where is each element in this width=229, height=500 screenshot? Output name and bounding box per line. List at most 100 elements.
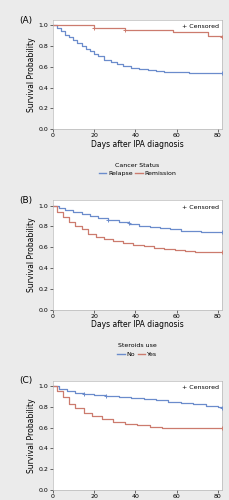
No	[80, 211, 83, 217]
Remission	[93, 26, 95, 32]
No	[217, 404, 219, 409]
No	[130, 396, 133, 402]
X-axis label: Days after IPA diagnosis: Days after IPA diagnosis	[91, 320, 184, 329]
Relapse	[109, 58, 112, 64]
Point	[123, 26, 127, 34]
No	[66, 386, 68, 392]
No	[128, 222, 131, 228]
No	[192, 400, 195, 406]
Yes	[55, 209, 58, 215]
Point	[105, 392, 108, 400]
Yes	[221, 424, 224, 430]
Text: (C): (C)	[19, 376, 32, 386]
Relapse	[93, 52, 95, 58]
Yes	[221, 424, 224, 430]
Yes	[74, 405, 77, 411]
Legend: No, Yes: No, Yes	[117, 344, 157, 357]
Relapse	[103, 56, 106, 62]
Relapse	[84, 46, 87, 52]
Relapse	[97, 54, 100, 60]
No	[82, 390, 85, 396]
Relapse	[88, 46, 91, 52]
No	[72, 209, 75, 215]
Point	[220, 424, 224, 432]
Yes	[136, 422, 139, 428]
No	[138, 222, 141, 228]
No	[105, 392, 108, 398]
No	[180, 398, 182, 404]
Point	[220, 404, 224, 412]
Relapse	[122, 63, 124, 69]
Remission	[51, 22, 54, 28]
No	[74, 390, 77, 396]
Yes	[148, 422, 151, 428]
No	[88, 211, 91, 217]
No	[213, 228, 215, 234]
No	[57, 386, 60, 392]
No	[117, 219, 120, 225]
Relapse	[55, 22, 58, 28]
Yes	[90, 413, 93, 419]
Yes	[95, 234, 98, 240]
Remission	[171, 28, 174, 34]
Relapse	[68, 32, 71, 38]
No	[80, 209, 83, 215]
Relapse	[163, 69, 166, 75]
Remission	[206, 30, 209, 36]
Point	[220, 32, 224, 40]
No	[192, 400, 195, 406]
Relapse	[64, 28, 66, 34]
Yes	[122, 240, 124, 246]
No	[204, 402, 207, 408]
Relapse	[64, 32, 66, 38]
Relapse	[80, 43, 83, 49]
Remission	[221, 34, 224, 40]
Yes	[111, 236, 114, 242]
Line: No: No	[53, 206, 222, 232]
Relapse	[146, 66, 149, 72]
Relapse	[155, 68, 157, 74]
Yes	[55, 388, 58, 394]
Remission	[221, 32, 224, 38]
Yes	[221, 250, 224, 256]
Y-axis label: Survival Probability: Survival Probability	[27, 218, 36, 292]
Point	[220, 228, 224, 235]
Text: + Censored: + Censored	[182, 204, 219, 210]
No	[117, 217, 120, 223]
No	[200, 228, 203, 234]
Relapse	[180, 69, 182, 75]
Text: (B): (B)	[19, 196, 32, 205]
No	[97, 213, 100, 219]
Relapse	[103, 54, 106, 60]
Yes	[196, 424, 199, 430]
Yes	[221, 250, 224, 256]
Line: Relapse: Relapse	[53, 25, 222, 73]
No	[57, 202, 60, 208]
Point	[220, 248, 224, 256]
No	[88, 213, 91, 219]
No	[72, 206, 75, 212]
Yes	[82, 410, 85, 416]
No	[107, 217, 110, 223]
Yes	[51, 202, 54, 208]
No	[138, 224, 141, 230]
No	[57, 204, 60, 210]
Yes	[194, 248, 197, 254]
No	[51, 383, 54, 389]
Point	[107, 216, 110, 224]
Remission	[93, 22, 95, 28]
Text: (A): (A)	[19, 16, 32, 24]
Yes	[86, 230, 89, 236]
Legend: Relapse, Remission: Relapse, Remission	[98, 163, 176, 176]
Relapse	[55, 26, 58, 32]
No	[64, 206, 66, 212]
Relapse	[122, 60, 124, 66]
No	[93, 391, 95, 397]
Yes	[101, 416, 104, 422]
Yes	[62, 388, 64, 394]
Yes	[184, 248, 186, 254]
Yes	[184, 248, 186, 254]
Yes	[51, 383, 54, 389]
Yes	[111, 420, 114, 426]
Relapse	[130, 63, 133, 69]
